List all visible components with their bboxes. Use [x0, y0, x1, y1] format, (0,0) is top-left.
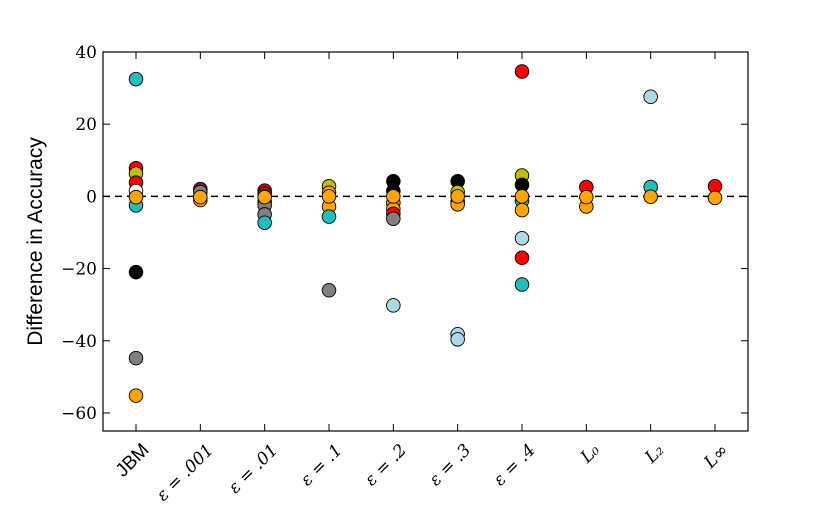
- data-point: [321, 209, 337, 224]
- x-category-label: L₀: [576, 440, 604, 468]
- y-tick-label: −60: [61, 404, 97, 424]
- data-point: [643, 89, 658, 105]
- data-point: [386, 211, 401, 227]
- data-point: [128, 350, 144, 366]
- data-point: [386, 189, 401, 204]
- x-category-label: L₂: [641, 440, 669, 468]
- x-category-label: ε = .4: [490, 440, 540, 490]
- y-axis: 40 20 0 −20 −40 −60: [61, 43, 748, 424]
- data-point: [514, 231, 530, 246]
- data-point: [514, 64, 530, 79]
- data-point: [450, 189, 465, 204]
- data-point: [386, 298, 401, 313]
- plot-marks: [103, 64, 748, 403]
- x-category-label: ε = .3: [425, 440, 475, 490]
- data-point: [514, 277, 530, 292]
- data-point: [257, 189, 272, 205]
- x-category-label: ε = .01: [225, 440, 282, 497]
- data-point: [257, 215, 272, 230]
- data-point: [193, 189, 208, 205]
- data-point: [707, 190, 723, 206]
- y-tick-label: −40: [61, 332, 97, 352]
- data-point: [128, 264, 144, 280]
- x-category-label: JBM: [112, 440, 154, 482]
- plot-frame: [102, 51, 749, 432]
- data-point: [514, 189, 530, 204]
- x-category-label: L∞: [700, 440, 733, 473]
- y-tick-label: −20: [61, 260, 97, 280]
- data-point: [128, 71, 144, 87]
- plot-area: [103, 64, 748, 403]
- x-category-label: ε = .001: [153, 440, 218, 505]
- y-tick-label: 40: [75, 43, 97, 63]
- data-point: [514, 250, 530, 265]
- y-tick-label: 0: [86, 187, 97, 207]
- data-point: [128, 388, 144, 403]
- data-point: [643, 189, 658, 204]
- data-point: [321, 189, 337, 204]
- x-category-label: ε = .2: [361, 440, 411, 490]
- data-point: [128, 189, 144, 205]
- data-point: [514, 202, 530, 218]
- x-axis: JBM ε = .001 ε = .01 ε = .1 ε = .2 ε = .3 ε = …: [112, 52, 733, 505]
- data-point: [450, 332, 465, 347]
- data-point: [579, 189, 594, 205]
- y-tick-label: 20: [75, 115, 97, 135]
- x-category-label: ε = .1: [297, 440, 347, 490]
- data-point: [321, 282, 337, 298]
- y-axis-title: Difference in Accuracy: [24, 137, 47, 346]
